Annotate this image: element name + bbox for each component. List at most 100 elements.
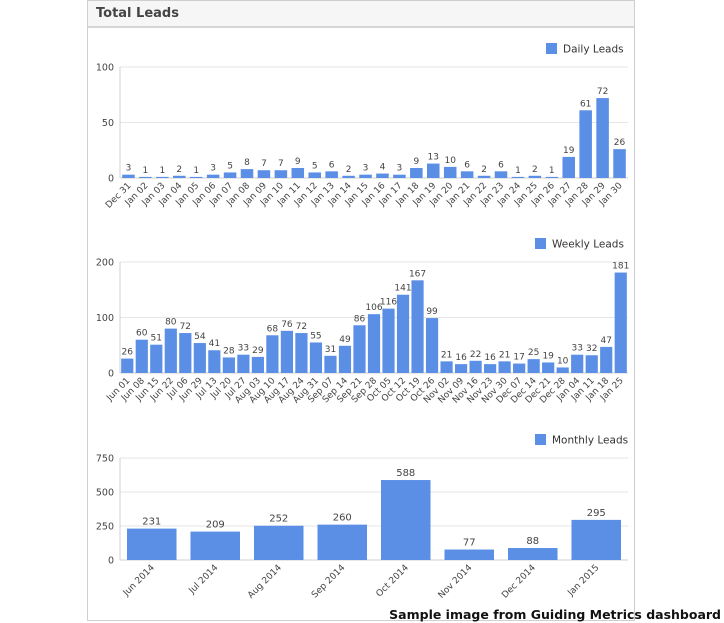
bar-0-9 xyxy=(274,170,288,178)
total-leads-panel: Total Leads xyxy=(87,0,635,621)
bar-1-33 xyxy=(600,346,613,373)
bar-0-23 xyxy=(511,176,525,178)
value-label-0-14: 3 xyxy=(363,164,369,174)
value-label-0-0: 3 xyxy=(126,164,132,174)
y-tick-label-1-1: 100 xyxy=(96,313,114,324)
bar-0-11 xyxy=(308,172,321,178)
value-label-2-1: 209 xyxy=(206,520,225,531)
y-tick-label-2-2: 500 xyxy=(96,488,114,499)
value-label-1-5: 54 xyxy=(194,332,206,342)
value-label-1-12: 72 xyxy=(296,322,307,332)
bar-0-25 xyxy=(545,176,559,178)
bar-1-25 xyxy=(484,364,497,373)
bar-1-8 xyxy=(237,354,250,373)
y-tick-label-0-1: 50 xyxy=(102,118,114,129)
bar-0-13 xyxy=(342,175,355,178)
value-label-1-10: 68 xyxy=(267,324,279,334)
bar-1-9 xyxy=(251,356,264,373)
category-label-2-2: Aug 2014 xyxy=(246,563,284,601)
value-label-0-19: 10 xyxy=(444,156,456,166)
legend-label-0: Daily Leads xyxy=(563,44,624,56)
bar-1-10 xyxy=(266,335,279,373)
value-label-1-8: 33 xyxy=(238,344,249,354)
bar-1-11 xyxy=(280,330,294,373)
bar-0-3 xyxy=(173,175,186,178)
bar-2-4 xyxy=(380,480,431,560)
legend-label-1: Weekly Leads xyxy=(552,239,624,251)
bar-0-7 xyxy=(240,169,254,178)
value-label-1-21: 99 xyxy=(426,307,438,317)
bar-0-24 xyxy=(528,175,542,178)
bar-0-26 xyxy=(562,156,575,178)
bar-1-1 xyxy=(135,339,148,373)
bar-0-15 xyxy=(376,173,389,178)
value-label-1-33: 47 xyxy=(601,336,612,346)
value-label-0-15: 4 xyxy=(380,163,386,173)
value-label-2-6: 88 xyxy=(526,536,539,547)
value-label-1-16: 86 xyxy=(354,314,366,324)
bar-1-30 xyxy=(556,367,569,373)
y-tick-label-0-2: 100 xyxy=(96,63,114,74)
y-tick-label-1-2: 200 xyxy=(96,258,114,269)
value-label-1-28: 25 xyxy=(528,348,539,358)
value-label-0-12: 6 xyxy=(329,160,335,170)
category-label-2-7: Jan 2015 xyxy=(566,563,602,599)
bar-2-2 xyxy=(253,525,304,560)
value-label-1-22: 21 xyxy=(441,350,452,360)
bar-1-22 xyxy=(440,361,453,373)
bar-1-24 xyxy=(469,360,482,373)
value-label-0-3: 2 xyxy=(176,165,182,175)
value-label-1-4: 72 xyxy=(180,322,191,332)
bar-1-12 xyxy=(295,333,308,373)
value-label-1-20: 167 xyxy=(409,269,426,279)
value-label-1-23: 16 xyxy=(455,353,467,363)
value-label-0-28: 72 xyxy=(597,87,608,97)
bar-1-18 xyxy=(382,308,395,373)
bar-1-15 xyxy=(338,345,352,373)
value-label-1-31: 33 xyxy=(571,344,582,354)
value-label-0-2: 1 xyxy=(159,166,165,176)
bar-0-19 xyxy=(443,166,457,178)
value-label-2-5: 77 xyxy=(463,538,476,549)
bar-0-1 xyxy=(139,176,152,178)
value-label-1-24: 22 xyxy=(470,350,481,360)
category-label-2-6: Dec 2014 xyxy=(500,563,538,601)
y-tick-label-1-0: 0 xyxy=(108,369,114,380)
bar-1-32 xyxy=(585,355,598,373)
bar-2-6 xyxy=(507,548,558,560)
value-label-0-11: 5 xyxy=(312,161,318,171)
bar-1-7 xyxy=(222,357,235,373)
bar-1-28 xyxy=(527,359,540,373)
legend-swatch-1 xyxy=(535,238,546,249)
bar-0-21 xyxy=(477,175,491,178)
footer-note: Sample image from Guiding Metrics dashbo… xyxy=(389,607,721,622)
value-label-2-3: 260 xyxy=(333,513,352,524)
value-label-1-18: 116 xyxy=(380,298,397,308)
value-label-2-2: 252 xyxy=(269,514,288,525)
y-tick-label-0-0: 0 xyxy=(108,174,114,185)
value-label-0-26: 19 xyxy=(563,146,575,156)
bar-0-12 xyxy=(325,171,338,178)
value-label-1-1: 60 xyxy=(136,329,148,339)
legend-swatch-0 xyxy=(546,43,557,54)
bar-1-5 xyxy=(193,343,206,373)
category-label-2-4: Oct 2014 xyxy=(375,563,411,599)
value-label-1-0: 26 xyxy=(122,348,134,358)
bar-2-3 xyxy=(317,524,368,560)
value-label-1-34: 181 xyxy=(612,262,629,272)
value-label-0-6: 5 xyxy=(227,161,233,171)
bar-0-27 xyxy=(579,110,592,178)
value-label-2-4: 588 xyxy=(396,468,415,479)
value-label-1-3: 80 xyxy=(165,318,177,328)
value-label-0-20: 6 xyxy=(464,160,470,170)
bar-0-10 xyxy=(291,168,305,178)
y-tick-label-2-3: 750 xyxy=(96,454,114,465)
bar-1-26 xyxy=(498,361,511,373)
value-label-0-7: 8 xyxy=(244,158,250,168)
bar-0-17 xyxy=(410,168,423,178)
value-label-1-13: 55 xyxy=(310,331,321,341)
bar-2-0 xyxy=(126,528,177,560)
bar-2-1 xyxy=(190,531,241,560)
bar-0-8 xyxy=(257,170,271,178)
value-label-1-14: 31 xyxy=(325,345,336,355)
